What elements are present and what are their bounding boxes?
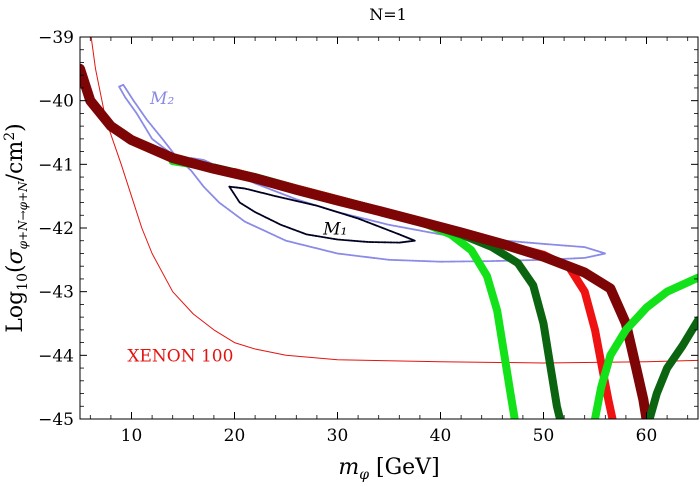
y-axis-title: Log10(σφ+N→φ+N/cm2): [2, 123, 31, 332]
series-dark-green-rising: [645, 316, 698, 419]
y-tick-label-39: −39: [38, 28, 74, 48]
series-m1-region: [228, 185, 416, 244]
chart-title: N=1: [369, 5, 407, 24]
annotation-xenon-100: XENON 100: [127, 347, 233, 367]
series-layer: [80, 37, 698, 419]
x-axis-title: mφ [GeV]: [338, 455, 439, 483]
x-tick-label-20: 20: [224, 426, 246, 446]
series-m2-region: [118, 83, 607, 263]
annotation-m2: M₂: [149, 89, 174, 109]
y-tick-label-44: −44: [38, 346, 74, 366]
y-tick-label-41: −41: [38, 155, 74, 175]
y-tick-label-42: −42: [38, 219, 74, 239]
x-tick-label-10: 10: [121, 426, 143, 446]
y-tick-label-43: −43: [38, 283, 74, 303]
x-tick-label-40: 40: [430, 426, 452, 446]
x-tick-label-30: 30: [327, 426, 349, 446]
series-xenon-100: [90, 37, 698, 364]
tick-layer: 10 20 30 40 50 60 −45 −44 −43 −42 −41 −40 −39: [38, 28, 698, 446]
series-light-green-rising: [591, 273, 698, 419]
annotation-m1: M₁: [322, 219, 347, 239]
x-tick-label-60: 60: [636, 426, 658, 446]
y-tick-label-40: −40: [38, 92, 74, 112]
annotation-layer: M₂ M₁ XENON 100: [127, 89, 347, 367]
series-dark-red-band: [80, 63, 652, 419]
x-tick-label-50: 50: [533, 426, 555, 446]
y-tick-label-45: −45: [38, 410, 74, 430]
